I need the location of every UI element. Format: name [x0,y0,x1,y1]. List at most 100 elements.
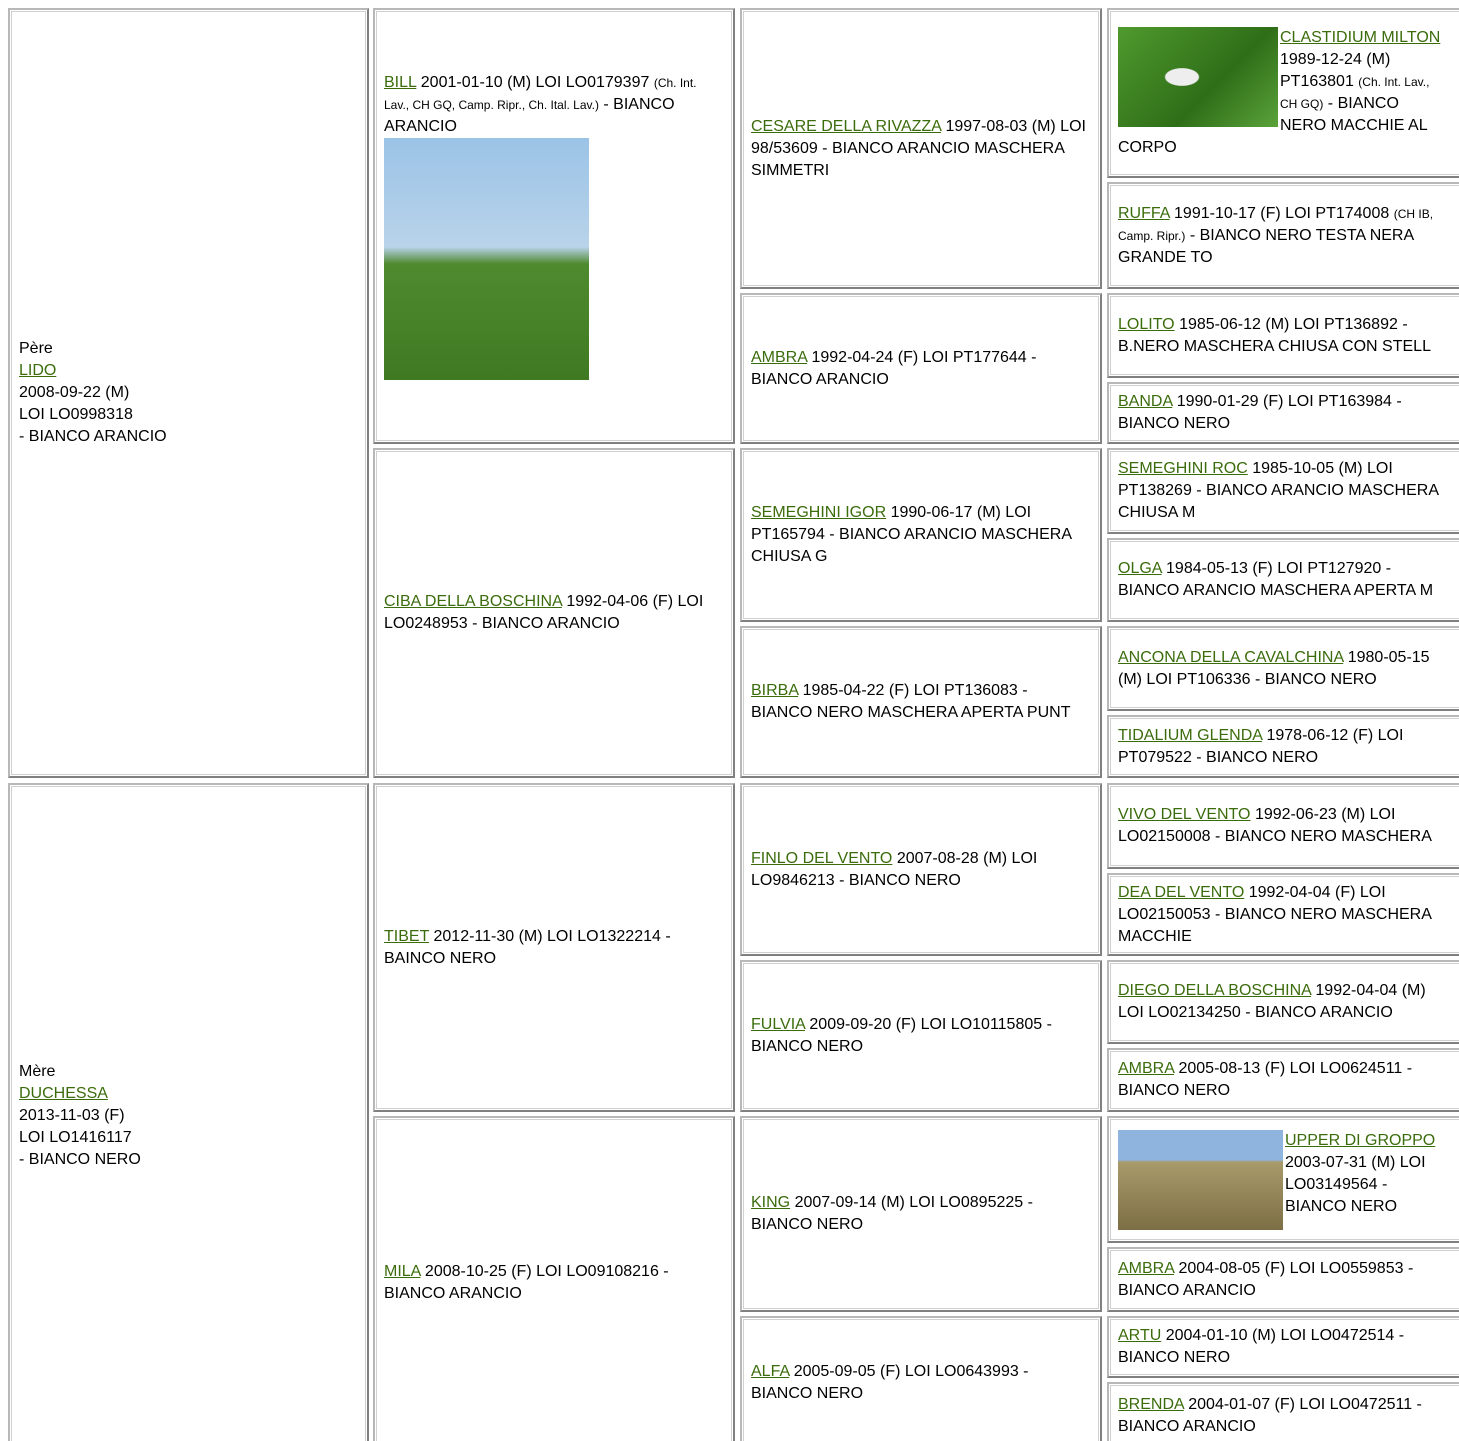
pedigree-cell: CLASTIDIUM MILTON 1989-12-24 (M) PT16380… [1107,8,1459,178]
dog-link[interactable]: SEMEGHINI IGOR [751,504,887,521]
dog-link[interactable]: RUFFA [1118,204,1170,222]
dog-detail: 2008-10-25 (F) LOI LO09108216 - BIANCO A… [384,1262,669,1302]
pedigree-cell: ARTU 2004-01-10 (M) LOI LO0472514 - BIAN… [1107,1316,1459,1378]
pedigree-cell: ALFA 2005-09-05 (F) LOI LO0643993 - BIAN… [740,1316,1102,1441]
dog-link[interactable]: LOLITO [1118,315,1175,333]
dog-link[interactable]: KING [751,1194,791,1211]
ancestor-info: CIBA DELLA BOSCHINA 1992-04-06 (F) LOI L… [384,591,719,635]
dog-detail: 1992-04-04 (F) LOI LO02150053 - BIANCO N… [1118,883,1432,945]
dog-link[interactable]: ALFA [751,1362,790,1380]
dog-link[interactable]: DUCHESSA [19,1085,108,1102]
ancestor-info: FULVIA 2009-09-20 (F) LOI LO10115805 - B… [751,1014,1086,1058]
dog-detail: 1984-05-13 (F) LOI PT127920 - BIANCO ARA… [1118,560,1434,599]
dog-detail: - BIANCO NERO [19,1151,141,1168]
ancestor-info: SEMEGHINI ROC 1985-10-05 (M) LOI PT13826… [1118,458,1449,524]
dog-link[interactable]: TIBET [384,927,430,945]
ancestor-info: UPPER DI GROPPO 2003-07-31 (M) LOI LO031… [1118,1129,1449,1230]
pedigree-cell: VIVO DEL VENTO 1992-06-23 (M) LOI LO0215… [1107,783,1459,869]
dog-detail: 1989-12-24 (M) PT163801 [1280,51,1391,90]
pedigree-cell: BANDA 1990-01-29 (F) LOI PT163984 - BIAN… [1107,382,1459,444]
pedigree-cell: TIDALIUM GLENDA 1978-06-12 (F) LOI PT079… [1107,715,1459,778]
ancestor-info: VIVO DEL VENTO 1992-06-23 (M) LOI LO0215… [1118,804,1449,848]
dog-detail: - BIANCO ARANCIO [19,428,167,445]
dog-titles: (Ch. Int. Lav., CH GQ, Camp. Ripr., Ch. … [384,76,697,112]
dog-link[interactable]: BILL [384,74,417,91]
ancestor-info: AMBRA 2005-08-13 (F) LOI LO0624511 - BIA… [1118,1058,1449,1102]
ancestor-info: BANDA 1990-01-29 (F) LOI PT163984 - BIAN… [1118,391,1449,435]
dog-link[interactable]: ARTU [1118,1327,1162,1344]
dog-detail: 2008-09-22 (M) [19,384,130,401]
dog-detail: 1992-04-04 (M) LOI LO02134250 - BIANCO A… [1118,982,1426,1021]
ancestor-info: FINLO DEL VENTO 2007-08-28 (M) LOI LO984… [751,848,1086,892]
ancestor-info: DIEGO DELLA BOSCHINA 1992-04-04 (M) LOI … [1118,980,1449,1024]
dog-link[interactable]: DIEGO DELLA BOSCHINA [1118,982,1311,999]
dog-detail: 2004-01-07 (F) LOI LO0472511 - BIANCO AR… [1118,1395,1422,1435]
dog-detail: 2007-09-14 (M) LOI LO0895225 - BIANCO NE… [751,1194,1033,1233]
dog-link[interactable]: DEA DEL VENTO [1118,883,1245,901]
dog-detail: 1990-01-29 (F) LOI PT163984 - BIANCO NER… [1118,393,1402,432]
dog-link[interactable]: FINLO DEL VENTO [751,849,893,867]
dog-link[interactable]: AMBRA [1118,1060,1175,1077]
ancestor-info: OLGA 1984-05-13 (F) LOI PT127920 - BIANC… [1118,558,1449,602]
dog-detail: 1985-06-12 (M) LOI PT136892 - B.NERO MAS… [1118,315,1431,355]
pedigree-cell: Mère DUCHESSA 2013-11-03 (F) LOI LO1416117 -… [8,783,369,1441]
pedigree-cell: TIBET 2012-11-30 (M) LOI LO1322214 - BAI… [373,783,735,1112]
dog-link[interactable]: UPPER DI GROPPO [1285,1131,1436,1149]
ancestor-info: SEMEGHINI IGOR 1990-06-17 (M) LOI PT1657… [751,502,1086,568]
dog-photo [1118,27,1278,127]
dog-link[interactable]: MILA [384,1262,421,1280]
ancestor-info: LOLITO 1985-06-12 (M) LOI PT136892 - B.N… [1118,314,1449,358]
dog-link[interactable]: OLGA [1118,560,1162,577]
pedigree-cell: BIRBA 1985-04-22 (F) LOI PT136083 - BIAN… [740,626,1102,778]
dog-detail: 1992-04-06 (F) LOI LO0248953 - BIANCO AR… [384,593,704,632]
dog-link[interactable]: BRENDA [1118,1395,1184,1413]
pedigree-cell: OLGA 1984-05-13 (F) LOI PT127920 - BIANC… [1107,538,1459,622]
dog-detail: 1978-06-12 (F) LOI PT079522 - BIANCO NER… [1118,726,1404,766]
dog-detail: 1992-04-24 (F) LOI PT177644 - BIANCO ARA… [751,348,1037,388]
dog-detail: 1997-08-03 (M) LOI 98/53609 - BIANCO ARA… [751,117,1086,179]
dog-link[interactable]: LIDO [19,362,57,379]
dog-link[interactable]: AMBRA [1118,1259,1175,1277]
dog-link[interactable]: VIVO DEL VENTO [1118,806,1251,823]
parent-label: Mère [19,1063,56,1080]
ancestor-info: RUFFA 1991-10-17 (F) LOI PT174008 (CH IB… [1118,203,1449,269]
pedigree-cell: Père LIDO 2008-09-22 (M) LOI LO0998318 - BIA… [8,8,369,778]
ancestor-info: AMBRA 1992-04-24 (F) LOI PT177644 - BIAN… [751,347,1086,391]
ancestor-info: KING 2007-09-14 (M) LOI LO0895225 - BIAN… [751,1192,1086,1236]
dog-detail: 2003-07-31 (M) LOI LO03149564 - BIANCO N… [1285,1153,1426,1215]
dog-link[interactable]: ANCONA DELLA CAVALCHINA [1118,648,1344,666]
dog-link[interactable]: SEMEGHINI ROC [1118,460,1248,477]
dog-link[interactable]: TIDALIUM GLENDA [1118,726,1263,744]
pedigree-cell: LOLITO 1985-06-12 (M) LOI PT136892 - B.N… [1107,293,1459,378]
dog-detail: 1985-10-05 (M) LOI PT138269 - BIANCO ARA… [1118,460,1439,521]
dog-detail: 1980-05-15 (M) LOI PT106336 - BIANCO NER… [1118,648,1430,688]
ancestor-info: CESARE DELLA RIVAZZA 1997-08-03 (M) LOI … [751,116,1086,182]
pedigree-cell: SEMEGHINI IGOR 1990-06-17 (M) LOI PT1657… [740,448,1102,622]
dog-link[interactable]: CESARE DELLA RIVAZZA [751,117,941,135]
dog-link[interactable]: AMBRA [751,348,808,366]
dog-link[interactable]: CLASTIDIUM MILTON [1280,29,1441,46]
pedigree-cell: AMBRA 2004-08-05 (F) LOI LO0559853 - BIA… [1107,1247,1459,1312]
pedigree-cell: RUFFA 1991-10-17 (F) LOI PT174008 (CH IB… [1107,182,1459,289]
pedigree-cell: BILL 2001-01-10 (M) LOI LO0179397 (Ch. I… [373,8,735,444]
dog-detail: 2012-11-30 (M) LOI LO1322214 - BAINCO NE… [384,927,671,967]
dog-color: - BIANCO NERO TESTA NERA GRANDE TO [1118,226,1414,266]
dog-photo [1118,1129,1283,1230]
pedigree-cell: DEA DEL VENTO 1992-04-04 (F) LOI LO02150… [1107,873,1459,956]
ancestor-info: DEA DEL VENTO 1992-04-04 (F) LOI LO02150… [1118,882,1449,948]
dog-link[interactable]: FULVIA [751,1016,805,1033]
dog-detail: 1990-06-17 (M) LOI PT165794 - BIANCO ARA… [751,504,1072,565]
dog-detail: 1985-04-22 (F) LOI PT136083 - BIANCO NER… [751,682,1071,721]
pedigree-cell: AMBRA 1992-04-24 (F) LOI PT177644 - BIAN… [740,293,1102,444]
dog-detail: 2004-08-05 (F) LOI LO0559853 - BIANCO AR… [1118,1259,1414,1299]
pedigree-cell: KING 2007-09-14 (M) LOI LO0895225 - BIAN… [740,1116,1102,1312]
parent-info: Mère DUCHESSA 2013-11-03 (F) LOI LO1416117 -… [19,1061,353,1171]
dog-link[interactable]: CIBA DELLA BOSCHINA [384,593,562,610]
pedigree-cell: FULVIA 2009-09-20 (F) LOI LO10115805 - B… [740,960,1102,1112]
dog-link[interactable]: BIRBA [751,682,799,699]
dog-link[interactable]: BANDA [1118,393,1173,410]
pedigree-cell: SEMEGHINI ROC 1985-10-05 (M) LOI PT13826… [1107,448,1459,534]
dog-detail: 2005-09-05 (F) LOI LO0643993 - BIANCO NE… [751,1362,1029,1402]
pedigree-cell: FINLO DEL VENTO 2007-08-28 (M) LOI LO984… [740,783,1102,956]
dog-detail: 2004-01-10 (M) LOI LO0472514 - BIANCO NE… [1118,1327,1405,1366]
